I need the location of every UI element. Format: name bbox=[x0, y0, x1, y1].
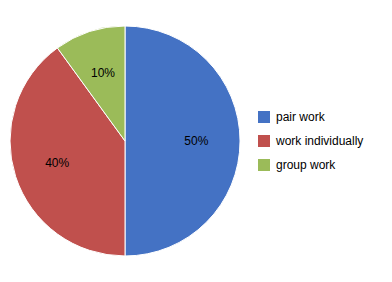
chart: 50% 40% 10% pair work work individually group… bbox=[0, 0, 392, 282]
pie bbox=[10, 26, 240, 256]
legend-label: work individually bbox=[275, 134, 363, 148]
legend-swatch bbox=[258, 135, 270, 147]
pie-slice bbox=[125, 26, 240, 256]
data-labels: 50% 40% 10% bbox=[45, 66, 208, 170]
legend-label: pair work bbox=[276, 110, 326, 124]
data-label: 10% bbox=[91, 66, 115, 80]
legend-item: work individually bbox=[258, 134, 363, 148]
legend-swatch bbox=[258, 159, 270, 171]
legend-swatch bbox=[258, 111, 270, 123]
legend: pair work work individually group work bbox=[258, 110, 363, 172]
data-label: 40% bbox=[45, 156, 69, 170]
pie-slice bbox=[10, 48, 125, 256]
legend-item: group work bbox=[258, 158, 336, 172]
pie-slice bbox=[57, 26, 125, 141]
legend-item: pair work bbox=[258, 110, 326, 124]
legend-label: group work bbox=[276, 158, 336, 172]
data-label: 50% bbox=[184, 134, 208, 148]
